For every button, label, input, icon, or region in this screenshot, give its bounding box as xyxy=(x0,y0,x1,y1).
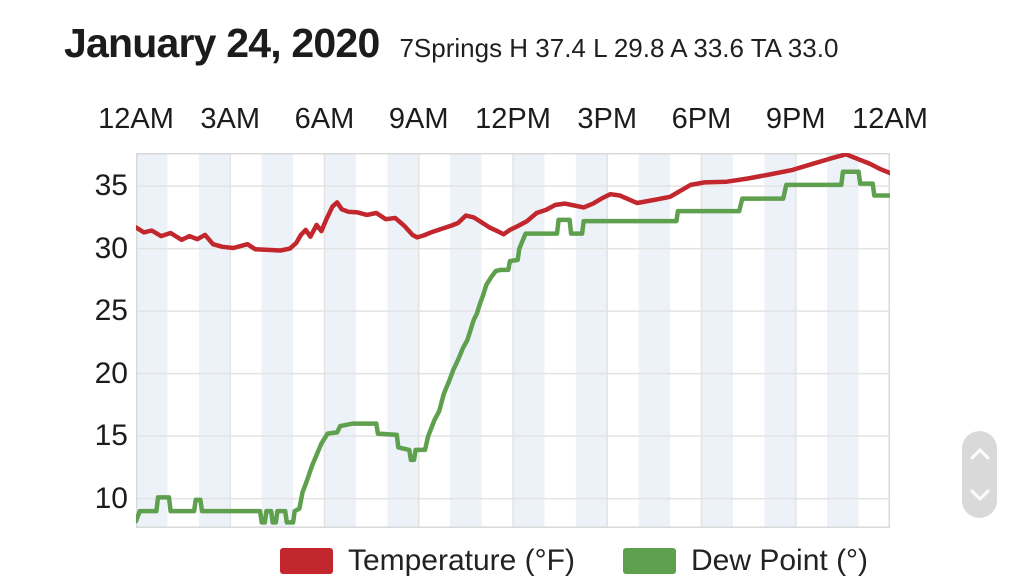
temperature-legend-label: Temperature (°F) xyxy=(347,544,575,577)
x-tick-label: 12PM xyxy=(475,103,551,135)
x-tick-label: 9PM xyxy=(765,103,826,135)
x-tick-label: 6AM xyxy=(294,103,355,135)
legend-item-dew-point: Dew Point (°) xyxy=(623,544,868,578)
scroll-widget xyxy=(962,431,997,518)
y-tick-label: 35 xyxy=(94,169,128,203)
temperature-swatch-icon xyxy=(279,548,333,574)
chevron-down-icon xyxy=(969,489,990,501)
legend: Temperature (°F) Dew Point (°) xyxy=(62,544,1024,578)
x-tick-label: 9AM xyxy=(388,103,449,135)
x-tick-label: 3PM xyxy=(577,103,638,135)
scroll-up-button[interactable] xyxy=(969,448,990,460)
x-tick-label: 12AM xyxy=(98,103,174,135)
chevron-up-icon xyxy=(969,448,990,460)
y-tick-label: 10 xyxy=(94,481,128,515)
legend-item-temperature: Temperature (°F) xyxy=(279,544,575,578)
y-tick-label: 30 xyxy=(94,231,128,265)
dew-point-swatch-icon xyxy=(623,548,676,574)
x-tick-label: 6PM xyxy=(671,103,732,135)
header: January 24, 2020 7Springs H 37.4 L 29.8 … xyxy=(64,20,1004,67)
scroll-down-button[interactable] xyxy=(969,489,990,501)
y-tick-label: 20 xyxy=(94,356,128,390)
y-tick-label: 15 xyxy=(94,419,128,453)
x-tick-label: 3AM xyxy=(200,103,261,135)
dew-point-legend-label: Dew Point (°) xyxy=(691,544,869,577)
y-tick-label: 25 xyxy=(94,294,128,328)
page-title: January 24, 2020 xyxy=(64,20,380,66)
x-tick-label: 12AM xyxy=(852,103,928,135)
station-stats: 7Springs H 37.4 L 29.8 A 33.6 TA 33.0 xyxy=(399,33,839,63)
plot-area xyxy=(136,153,890,528)
